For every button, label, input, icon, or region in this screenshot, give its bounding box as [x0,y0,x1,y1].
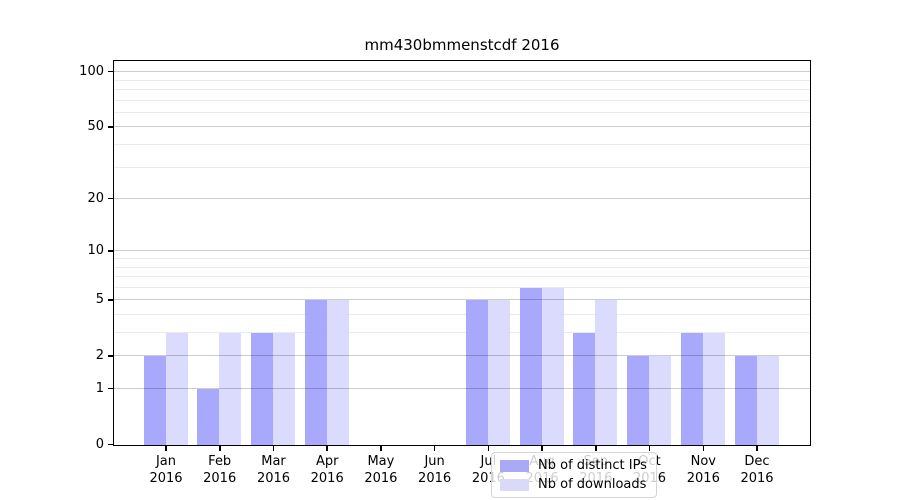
legend-entry-distinct-ips: Nb of distinct IPs [500,458,648,473]
bar-downloads-0 [165,333,188,445]
bar-distinct-ips-3 [304,300,327,445]
x-tick-mark [541,446,543,451]
major-gridline [114,250,810,252]
legend-swatch-distinct-ips [500,459,529,472]
bar-downloads-2 [273,333,295,445]
bar-downloads-6 [487,300,510,445]
minor-gridline [114,332,810,333]
bar-distinct-ips-2 [251,333,273,445]
minor-gridline [114,313,810,315]
x-tick-label: Jan 2016 [149,454,183,486]
y-tick-mark [108,443,113,446]
bar-distinct-ips-11 [734,356,757,445]
minor-gridline [114,257,810,259]
x-tick-mark [380,446,382,451]
bar-distinct-ips-10 [680,333,703,445]
y-tick-mark [108,299,113,301]
y-tick-mark [108,70,113,73]
x-tick-mark [648,446,651,451]
x-tick-label: Jun 2016 [418,454,452,486]
bar-distinct-ips-1 [197,389,220,445]
minor-gridline [114,99,810,101]
x-tick-label: Mar 2016 [256,454,291,486]
bar-downloads-11 [756,356,779,445]
major-gridline [114,355,810,357]
x-tick-mark [219,446,221,451]
y-tick-label: 10 [87,242,104,258]
bar-distinct-ips-0 [143,356,166,445]
y-tick-mark [108,355,113,357]
bar-downloads-3 [326,300,349,445]
minor-gridline [114,266,810,268]
x-tick-mark [326,446,328,451]
bar-downloads-10 [702,333,725,445]
y-tick-label: 2 [95,347,104,363]
x-tick-mark [487,446,490,451]
x-tick-mark [702,446,704,451]
y-tick-mark [108,250,113,252]
minor-gridline [114,286,810,288]
chart-title: mm430bmmenstcdf 2016 [364,36,560,54]
legend: Nb of distinct IPs Nb of downloads [491,452,657,498]
x-tick-label: May 2016 [364,454,398,486]
plot-canvas [114,61,810,445]
major-gridline [114,299,810,301]
bar-distinct-ips-8 [573,333,596,445]
legend-swatch-downloads [500,478,529,491]
x-tick-mark [756,446,758,451]
x-tick-mark [433,446,436,451]
bar-distinct-ips-6 [465,300,488,445]
y-tick-label: 0 [95,436,104,452]
y-tick-mark [108,387,113,390]
x-tick-label: Dec 2016 [740,454,774,486]
major-gridline [114,198,810,199]
major-gridline [114,388,810,389]
y-tick-mark [108,126,113,128]
y-tick-label: 5 [95,291,104,307]
x-tick-label: Nov 2016 [686,454,720,486]
bar-distinct-ips-7 [519,287,542,445]
legend-label-distinct-ips: Nb of distinct IPs [538,458,647,473]
bar-downloads-9 [649,356,671,445]
major-gridline [114,126,810,128]
major-gridline [114,71,810,73]
minor-gridline [114,166,810,168]
minor-gridline [114,111,810,113]
plot-area: Nb of distinct IPs Nb of downloads [113,60,811,498]
x-tick-mark [595,446,597,451]
legend-label-downloads: Nb of downloads [538,477,647,492]
x-tick-mark [165,446,167,451]
y-tick-label: 50 [87,118,104,134]
y-tick-mark [108,197,113,200]
bar-distinct-ips-9 [627,356,649,445]
legend-entry-downloads: Nb of downloads [500,477,648,492]
y-tick-label: 20 [87,190,104,206]
bar-downloads-7 [541,287,564,445]
minor-gridline [114,143,810,145]
x-tick-label: Apr 2016 [310,454,344,486]
minor-gridline [114,79,810,81]
x-tick-label: Feb 2016 [203,454,237,486]
bar-downloads-8 [595,300,618,445]
y-tick-label: 1 [95,380,104,396]
minor-gridline [114,88,810,90]
minor-gridline [114,276,810,277]
bar-downloads-1 [219,333,242,445]
y-tick-label: 100 [79,63,104,79]
x-tick-mark [272,446,275,451]
